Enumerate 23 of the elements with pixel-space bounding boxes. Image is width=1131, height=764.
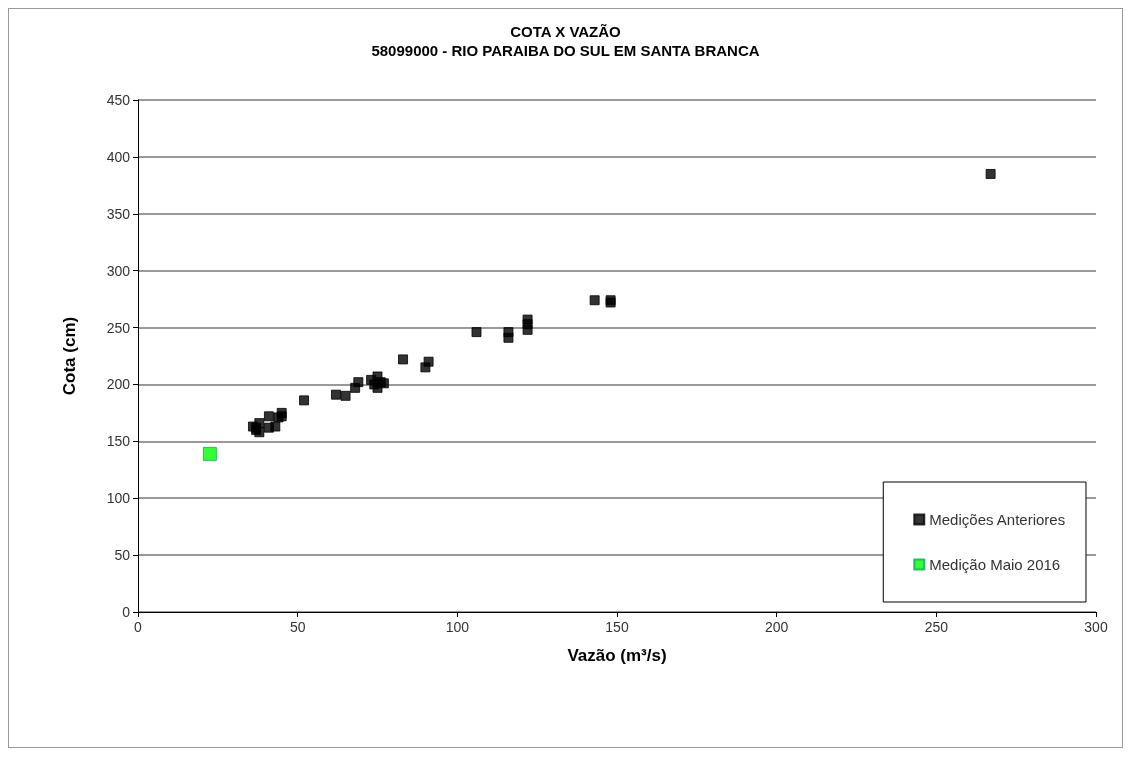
y-tick-label: 400 [106, 148, 131, 165]
x-tick-label: 200 [764, 619, 789, 635]
x-tick-label: 150 [605, 619, 629, 635]
x-tick-label: 50 [289, 619, 306, 635]
x-tick-label: 0 [134, 619, 143, 635]
y-tick-label: 50 [114, 547, 131, 564]
legend-label: Medições Anteriores [929, 511, 1066, 528]
y-axis-title: Cota (cm) [60, 316, 79, 396]
y-tick-label: 150 [106, 433, 131, 450]
y-tick-label: 350 [106, 205, 131, 222]
y-tick-label: 0 [122, 604, 131, 620]
x-tick-label: 250 [924, 619, 949, 635]
y-tick-label: 250 [106, 319, 131, 336]
chart-subtitle: 58099000 - RIO PARAIBA DO SUL EM SANTA BRANCA [371, 42, 760, 59]
x-tick-label: 100 [445, 619, 470, 635]
legend-label: Medição Maio 2016 [929, 556, 1061, 573]
y-tick-label: 200 [106, 376, 131, 393]
x-axis-title: Vazão (m³/s) [567, 646, 667, 665]
chart-title: COTA X VAZÃO [510, 23, 622, 40]
x-tick-label: 300 [1084, 619, 1108, 635]
y-tick-label: 300 [106, 262, 131, 279]
y-tick-label: 100 [106, 490, 131, 507]
y-tick-label: 450 [106, 92, 131, 108]
